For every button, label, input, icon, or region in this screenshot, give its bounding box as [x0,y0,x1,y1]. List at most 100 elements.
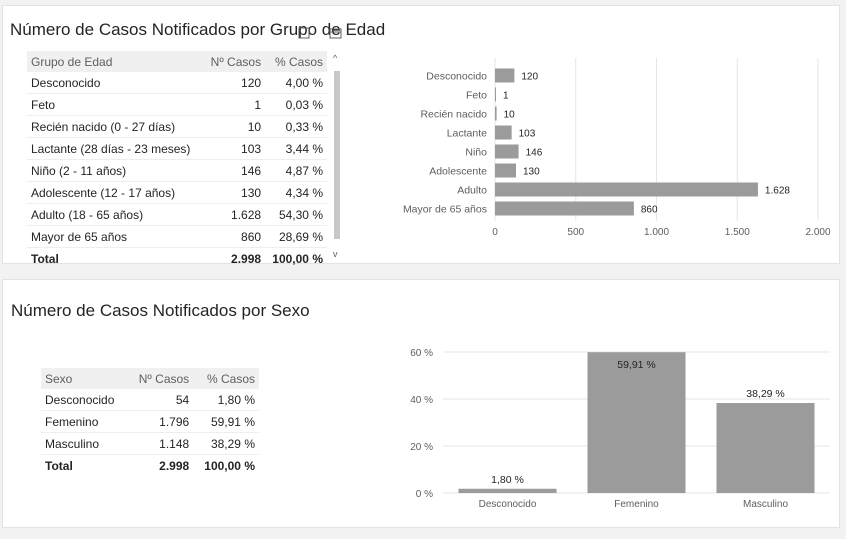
case-count: 146 [203,159,266,182]
category-label: Adolescente [429,166,487,178]
total-count: 2.998 [127,454,194,476]
data-label: 103 [519,129,536,140]
row-label: Desconocido [27,72,204,94]
category-label: Mayor de 65 años [403,204,487,216]
age-section-title: Número de Casos Notificados por Grupo de… [10,20,386,39]
row-label: Adolescente (12 - 17 años) [27,181,204,204]
table-row[interactable]: Adolescente (12 - 17 años) 130 4,34 % [27,181,327,204]
column-header[interactable]: % Casos [193,368,259,389]
column-header[interactable]: Grupo de Edad [27,51,204,72]
y-tick-label: 40 % [410,395,433,406]
table-row[interactable]: Lactante (28 días - 23 meses) 103 3,44 % [27,137,327,160]
data-label: 10 [504,110,516,121]
table-row[interactable]: Niño (2 - 11 años) 146 4,87 % [27,159,327,182]
total-row: Total 2.998 100,00 % [27,247,327,269]
case-count: 860 [203,225,266,248]
scroll-up-icon[interactable]: ^ [333,53,338,63]
age-bar-chart: 0 500 1.000 1.500 2.000 Desconocido 120 Feto 1 Re… [403,58,831,238]
case-percent: 4,00 % [265,72,327,94]
row-label: Recién nacido (0 - 27 días) [27,115,204,138]
case-count: 10 [203,115,266,138]
bar [495,163,516,178]
column-header[interactable]: % Casos [265,51,327,72]
bar [458,488,557,493]
table-row[interactable]: Mayor de 65 años 860 28,69 % [27,225,327,248]
x-tick-label: 0 [492,227,498,238]
sex-table-header: Sexo Nº Casos % Casos [41,368,259,389]
case-percent: 28,69 % [265,225,327,248]
table-row[interactable]: Desconocido 120 4,00 % [27,72,327,94]
column-header[interactable]: Sexo [41,368,128,389]
case-percent: 59,91 % [193,410,259,433]
case-count: 1 [203,93,266,116]
bar [495,201,634,216]
total-row: Total 2.998 100,00 % [41,454,259,476]
bar [495,144,519,159]
sex-table: Sexo Nº Casos % Casos Desconocido 54 1,80 … [41,368,259,476]
row-label: Adulto (18 - 65 años) [27,203,204,226]
data-label: 130 [523,167,540,178]
case-percent: 38,29 % [193,432,259,455]
data-label: 38,29 % [746,388,785,400]
more-options-icon[interactable] [329,26,343,44]
age-table-scrollbar[interactable]: ^ v [333,51,341,261]
age-group-card: Número de Casos Notificados por Grupo de… [2,5,840,269]
total-label: Total [27,247,204,269]
focus-mode-icon[interactable] [298,26,310,44]
table-row[interactable]: Masculino 1.148 38,29 % [41,432,259,455]
column-header[interactable]: Nº Casos [203,51,266,72]
category-label: Niño [465,147,487,159]
data-label: 1 [503,91,509,102]
case-count: 1.796 [127,410,194,433]
row-label: Femenino [41,410,128,433]
row-label: Desconocido [41,389,128,411]
bar [587,352,686,493]
total-label: Total [41,454,128,476]
total-percent: 100,00 % [265,247,327,269]
bar [495,87,496,102]
row-label: Mayor de 65 años [27,225,204,248]
category-label: Adulto [457,185,487,197]
x-tick-label: 2.000 [805,227,830,238]
table-row[interactable]: Adulto (18 - 65 años) 1.628 54,30 % [27,203,327,226]
case-count: 130 [203,181,266,204]
y-tick-label: 0 % [416,489,433,500]
sex-card: Número de Casos Notificados por Sexo Sex… [2,279,840,528]
case-percent: 4,87 % [265,159,327,182]
bar [495,68,515,83]
category-label: Desconocido [479,499,537,510]
bar [716,403,815,493]
bar [495,125,512,140]
x-tick-label: 500 [567,227,584,238]
category-label: Recién nacido [420,109,487,121]
category-label: Lactante [447,128,487,140]
row-label: Niño (2 - 11 años) [27,159,204,182]
data-label: 146 [526,148,543,159]
case-percent: 3,44 % [265,137,327,160]
scroll-down-icon[interactable]: v [333,249,338,259]
table-row[interactable]: Femenino 1.796 59,91 % [41,410,259,433]
age-table: Grupo de Edad Nº Casos % Casos Desconoci… [27,51,327,269]
column-header[interactable]: Nº Casos [127,368,194,389]
data-label: 59,91 % [617,359,656,371]
bar [495,182,758,197]
table-row[interactable]: Feto 1 0,03 % [27,93,327,116]
table-row[interactable]: Recién nacido (0 - 27 días) 10 0,33 % [27,115,327,138]
bar [495,106,497,121]
row-label: Masculino [41,432,128,455]
table-row[interactable]: Desconocido 54 1,80 % [41,389,259,411]
case-count: 1.628 [203,203,266,226]
category-label: Femenino [614,499,659,510]
case-percent: 4,34 % [265,181,327,204]
case-count: 120 [203,72,266,94]
sex-bar-chart: 0 % 20 % 40 % 60 % 1,80 % Desconocido 59,91 % F… [410,348,830,510]
sex-section-title: Número de Casos Notificados por Sexo [11,301,310,320]
y-tick-label: 20 % [410,442,433,453]
category-label: Desconocido [426,71,487,83]
data-label: 120 [521,72,538,83]
x-tick-label: 1.500 [725,227,750,238]
x-tick-label: 1.000 [644,227,669,238]
row-label: Lactante (28 días - 23 meses) [27,137,204,160]
data-label: 1.628 [765,186,790,197]
scroll-thumb[interactable] [334,71,340,239]
